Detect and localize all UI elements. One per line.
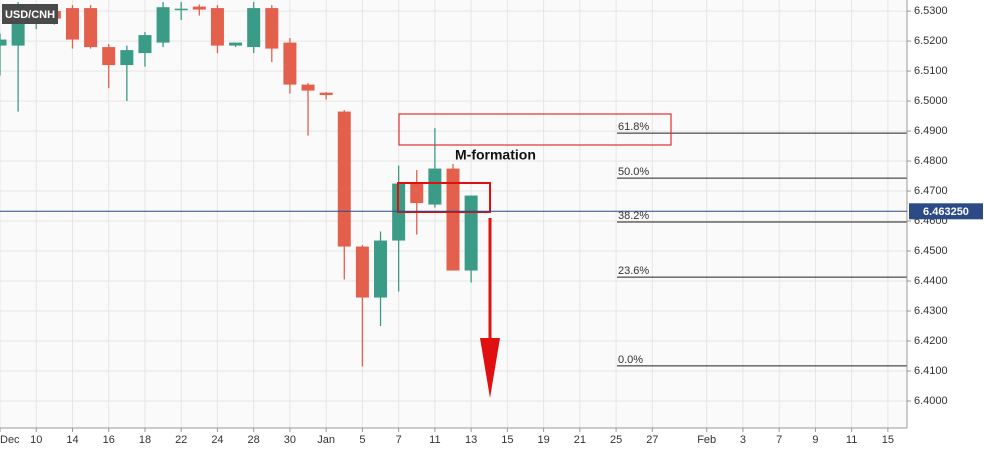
x-tick-label: 25 xyxy=(610,434,622,446)
x-tick-label: 30 xyxy=(284,434,296,446)
y-tick-label: 6.5200 xyxy=(914,35,948,47)
x-tick-label: 13 xyxy=(465,434,477,446)
candle-body xyxy=(301,84,315,91)
candle-body xyxy=(446,168,460,271)
candle-body xyxy=(355,246,369,298)
candle-body xyxy=(283,42,297,85)
y-tick-label: 6.4800 xyxy=(914,155,948,167)
x-tick-label: 10 xyxy=(30,434,42,446)
y-tick-label: 6.5300 xyxy=(914,5,948,17)
y-tick-label: 6.4700 xyxy=(914,185,948,197)
candle-body xyxy=(120,50,134,66)
candle-body xyxy=(156,7,170,43)
y-tick-label: 6.4300 xyxy=(914,305,948,317)
candle-body xyxy=(337,111,351,247)
x-tick-label: 18 xyxy=(139,434,151,446)
x-tick-label: Dec xyxy=(0,434,20,446)
x-tick-label: 19 xyxy=(537,434,549,446)
last-price-box xyxy=(909,203,983,220)
x-tick-label: 24 xyxy=(211,434,223,446)
x-tick-label: Jan xyxy=(317,434,335,446)
candle-body xyxy=(174,8,188,11)
candle-body xyxy=(428,168,442,205)
candle-body xyxy=(464,195,478,271)
candle-body xyxy=(229,42,243,46)
x-tick-label: 28 xyxy=(248,434,260,446)
x-tick-label: 14 xyxy=(66,434,78,446)
candles xyxy=(0,2,478,367)
candle-body xyxy=(192,6,206,10)
candle-body xyxy=(265,8,279,49)
candle-body xyxy=(138,35,152,54)
x-tick-label: 27 xyxy=(646,434,658,446)
x-tick-label: 3 xyxy=(740,434,746,446)
x-tick-label: 9 xyxy=(812,434,818,446)
x-tick-label: 21 xyxy=(574,434,586,446)
y-tick-label: 6.4000 xyxy=(914,395,948,407)
annotation: M-formation xyxy=(455,147,536,163)
overlay: 6.4000 6.4100 6.4200 6.4300 6.4400 6.4500 6.46… xyxy=(0,5,983,446)
x-tick-label: 16 xyxy=(103,434,115,446)
y-tick-label: 6.4400 xyxy=(914,275,948,287)
x-tick-label: 11 xyxy=(846,434,857,446)
fib-levels: 61.8% 50.0% 38.2% 23.6% 0.0% xyxy=(617,121,907,367)
y-tick-label: 6.5000 xyxy=(914,95,948,107)
candle-body xyxy=(210,8,224,46)
candle-body xyxy=(84,8,98,48)
candle-body xyxy=(247,8,261,48)
fib-label: 23.6% xyxy=(618,265,649,277)
candle-body xyxy=(410,183,424,204)
x-tick-label: 11 xyxy=(429,434,440,446)
x-tick-label: 15 xyxy=(882,434,894,446)
y-tick-label: 6.4900 xyxy=(914,125,948,137)
fib-zone-box xyxy=(398,113,672,146)
y-tick-label: 6.5100 xyxy=(914,65,948,77)
grid xyxy=(0,0,907,428)
x-tick-label: Feb xyxy=(697,434,716,446)
x-tick-label: 15 xyxy=(501,434,513,446)
x-tick-label: 7 xyxy=(776,434,782,446)
fib-label: 38.2% xyxy=(618,210,649,222)
m-formation-box xyxy=(397,182,491,213)
last-price-label: 6.463250 xyxy=(923,206,969,218)
y-tick-label: 6.4500 xyxy=(914,245,948,257)
y-tick-label: 6.4200 xyxy=(914,335,948,347)
candle-body xyxy=(65,8,79,40)
down-arrow-head xyxy=(480,338,500,398)
fib-label: 0.0% xyxy=(618,354,643,366)
symbol-box xyxy=(2,4,58,24)
candle-body xyxy=(319,92,333,96)
candle-body xyxy=(0,39,7,46)
fib-label: 50.0% xyxy=(618,166,649,178)
x-tick-label: 5 xyxy=(359,434,365,446)
fib-label: 61.8% xyxy=(618,121,649,133)
x-tick-label: 7 xyxy=(396,434,402,446)
candle-body xyxy=(374,240,388,298)
y-tick-label: 6.4100 xyxy=(914,365,948,377)
x-tick-label: 22 xyxy=(175,434,187,446)
symbol: USD/CNH xyxy=(5,9,55,21)
candle-body xyxy=(102,47,116,66)
